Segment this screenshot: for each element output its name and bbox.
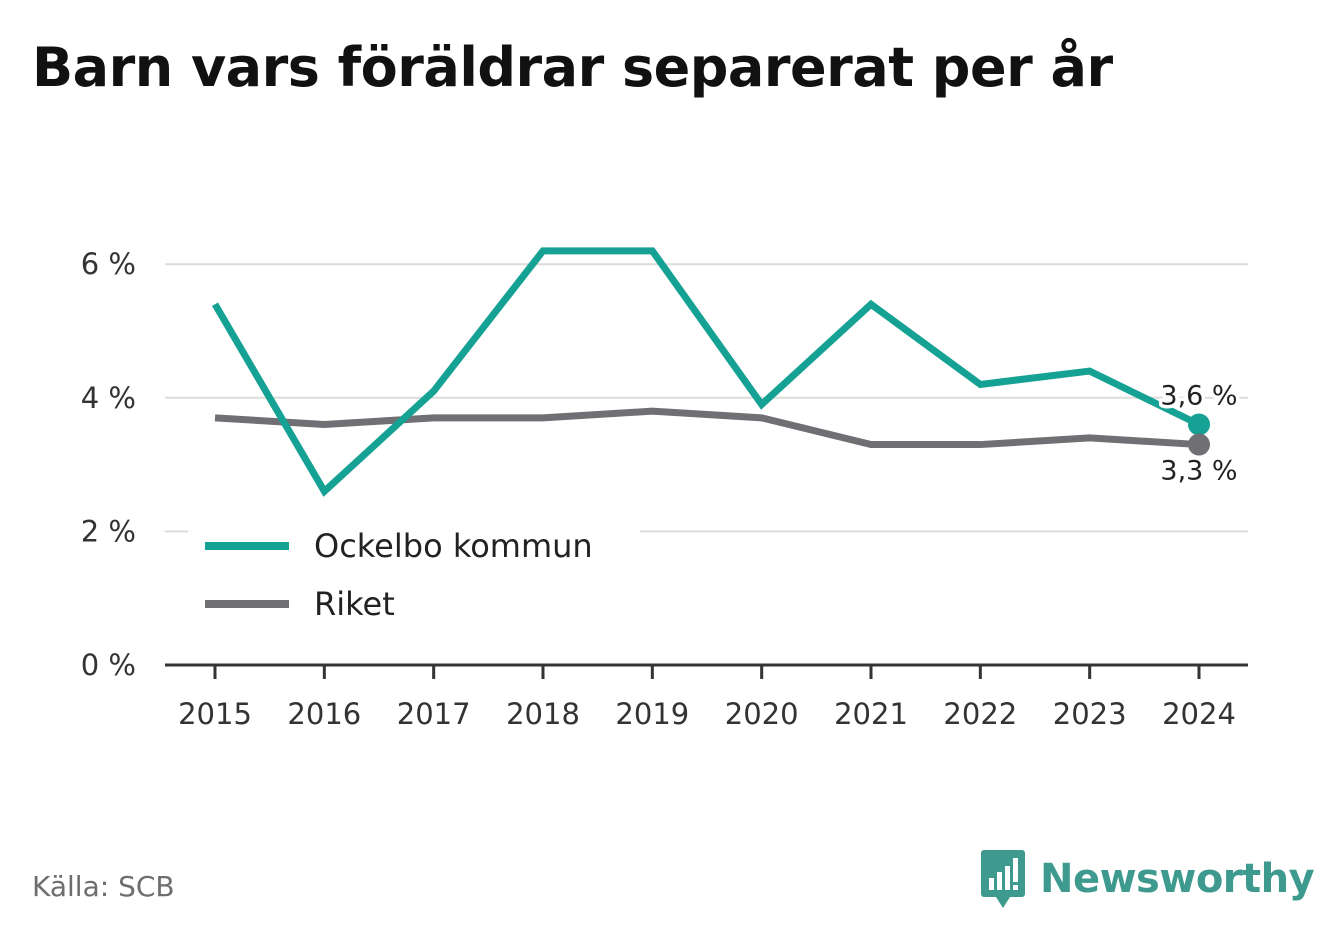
brand-name: Newsworthy <box>1040 856 1315 902</box>
legend: Ockelbo kommun Riket <box>188 520 640 638</box>
x-tick-label: 2015 <box>178 697 252 731</box>
y-tick-label: 0 % <box>81 648 136 682</box>
x-tick-label: 2020 <box>725 697 799 731</box>
legend-label: Riket <box>314 585 395 623</box>
x-tick-label: 2021 <box>834 697 908 731</box>
x-tick-label: 2022 <box>943 697 1017 731</box>
x-tick-label: 2024 <box>1162 697 1236 731</box>
x-tick-label: 2018 <box>506 697 580 731</box>
end-label: 3,6 % <box>1160 381 1237 412</box>
x-tick-label: 2023 <box>1053 697 1127 731</box>
x-tick-label: 2019 <box>615 697 689 731</box>
end-label-halo: 3,6 % <box>1160 381 1237 412</box>
series-line <box>214 407 1200 449</box>
series-line <box>211 247 1201 497</box>
y-tick-label: 6 % <box>81 247 136 281</box>
brand-logo: Newsworthy <box>980 848 1315 910</box>
legend-label: Ockelbo kommun <box>314 527 593 565</box>
series-end-marker <box>1188 413 1210 436</box>
series-layer <box>211 247 1210 497</box>
end-label: 3,3 % <box>1160 456 1237 487</box>
end-labels: 3,6 %3,6 %3,3 %3,3 % <box>1157 377 1241 490</box>
x-tick-label: 2017 <box>397 697 471 731</box>
y-tick-label: 4 % <box>81 381 136 415</box>
x-tick-label: 2016 <box>287 697 361 731</box>
newsworthy-logo-icon <box>981 850 1025 908</box>
chart-title: Barn vars föräldrar separerat per år <box>32 36 1113 99</box>
legend-background <box>188 520 640 638</box>
axis-layer: 0 % 2 % 4 % 6 % 2015 2016 2017 2018 2019 2020 2021… <box>81 247 1248 731</box>
y-tick-label: 2 % <box>81 514 136 548</box>
end-label-halo: 3,3 % <box>1160 456 1237 487</box>
source-note: Källa: SCB <box>32 870 175 903</box>
line-chart: 0 % 2 % 4 % 6 % 2015 2016 2017 2018 2019 2020 2021… <box>81 247 1248 731</box>
series-end-marker <box>1188 433 1210 456</box>
